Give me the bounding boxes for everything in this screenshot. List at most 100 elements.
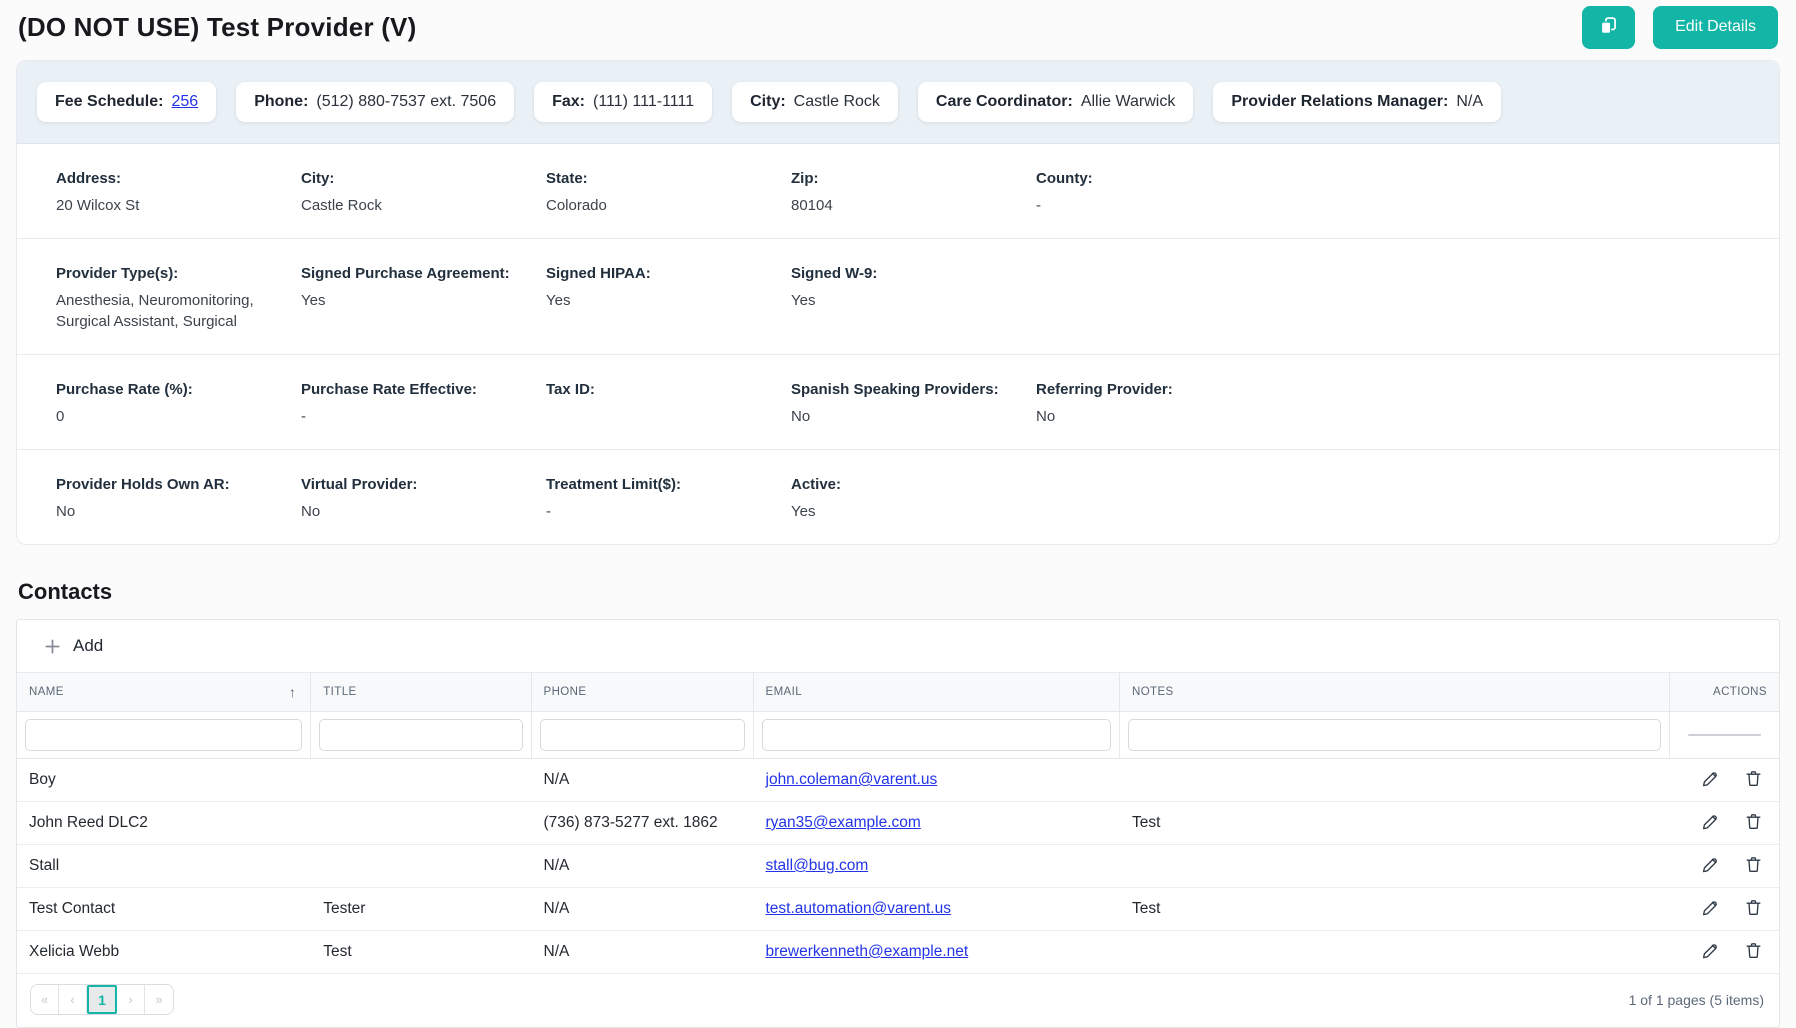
field-label: State: <box>546 170 588 187</box>
cell-name: Xelicia Webb <box>29 943 120 960</box>
provider-summary-card: Fee Schedule: 256 Phone: (512) 880-7537 … <box>16 60 1780 545</box>
page-1-button[interactable]: 1 <box>87 985 117 1014</box>
next-page-button[interactable]: › <box>117 985 145 1014</box>
column-header-title[interactable]: TITLE <box>311 673 532 712</box>
cell-phone: N/A <box>543 943 570 960</box>
field-label: Active: <box>791 476 842 493</box>
fee-schedule-link[interactable]: 256 <box>171 93 199 110</box>
pencil-icon <box>1701 769 1720 791</box>
contacts-filter-row <box>17 712 1779 759</box>
trash-icon <box>1744 769 1763 791</box>
cell-phone: (736) 873-5277 ext. 1862 <box>543 814 718 831</box>
copy-button[interactable] <box>1582 5 1636 49</box>
cell-actions <box>1670 888 1779 930</box>
plus-icon <box>43 637 62 656</box>
cell-name: Boy <box>29 771 56 788</box>
edit-contact-button[interactable] <box>1701 855 1720 877</box>
field-label: Zip: <box>791 170 819 187</box>
field-signed-hipaa: Signed HIPAA: Yes <box>546 263 791 332</box>
page-title: (DO NOT USE) Test Provider (V) <box>18 11 417 42</box>
field-label: Signed Purchase Agreement: <box>301 265 510 282</box>
column-header-name[interactable]: NAME ↑ <box>17 673 312 712</box>
detail-row-address: Address: 20 Wilcox St City: Castle Rock … <box>17 144 1779 238</box>
column-label: TITLE <box>323 686 357 698</box>
cell-phone: N/A <box>543 771 570 788</box>
contacts-header-row: NAME ↑ TITLE PHONE EMAIL NOTES ACTIONS <box>17 673 1779 712</box>
filter-cell-email <box>753 712 1120 759</box>
column-header-notes[interactable]: NOTES <box>1119 673 1670 712</box>
pager: « ‹ 1 › » <box>30 984 174 1015</box>
edit-contact-button[interactable] <box>1701 812 1720 834</box>
field-state: State: Colorado <box>546 168 791 216</box>
cell-actions <box>1670 759 1779 801</box>
filter-input-title[interactable] <box>319 719 523 751</box>
chip-label: Care Coordinator: <box>935 93 1073 110</box>
trash-icon <box>1744 855 1763 877</box>
field-signed-w9: Signed W-9: Yes <box>791 263 1036 332</box>
previous-page-button[interactable]: ‹ <box>59 985 87 1014</box>
filter-cell-notes <box>1119 712 1670 759</box>
field-empty <box>1036 474 1759 522</box>
first-page-button[interactable]: « <box>31 985 59 1014</box>
cell-name: Test Contact <box>29 900 116 917</box>
field-value: Anesthesia, Neuromonitoring, Surgical As… <box>56 292 254 330</box>
email-link[interactable]: test.automation@varent.us <box>765 900 951 917</box>
chip-value: (111) 111-1111 <box>593 93 695 110</box>
cell-title: Tester <box>323 900 366 917</box>
cell-title <box>311 759 531 801</box>
field-virtual-provider: Virtual Provider: No <box>301 474 546 522</box>
table-row: Boy N/A john.coleman@varent.us <box>17 759 1779 802</box>
field-value: Yes <box>791 503 816 520</box>
column-label: ACTIONS <box>1713 686 1767 698</box>
field-referring-provider: Referring Provider: No <box>1036 379 1759 427</box>
field-label: Purchase Rate Effective: <box>301 381 477 398</box>
delete-contact-button[interactable] <box>1744 941 1763 963</box>
field-value: Yes <box>546 292 571 309</box>
cell-notes <box>1120 931 1670 973</box>
filter-input-email[interactable] <box>761 719 1111 751</box>
edit-contact-button[interactable] <box>1701 898 1720 920</box>
chip-provider-relations-manager: Provider Relations Manager: N/A <box>1213 82 1501 122</box>
field-county: County: - <box>1036 168 1759 216</box>
trash-icon <box>1744 898 1763 920</box>
add-contact-button[interactable]: Add <box>31 630 115 662</box>
field-active: Active: Yes <box>791 474 1036 522</box>
email-link[interactable]: stall@bug.com <box>765 857 869 874</box>
column-header-phone[interactable]: PHONE <box>531 673 754 712</box>
column-label: NOTES <box>1131 686 1174 698</box>
last-page-button[interactable]: » <box>145 985 173 1014</box>
field-label: Spanish Speaking Providers: <box>791 381 999 398</box>
cell-name: Stall <box>29 857 60 874</box>
delete-contact-button[interactable] <box>1744 769 1763 791</box>
cell-notes <box>1120 759 1670 801</box>
edit-contact-button[interactable] <box>1701 769 1720 791</box>
email-link[interactable]: brewerkenneth@example.net <box>765 943 969 960</box>
cell-phone: N/A <box>543 900 570 917</box>
page-header: (DO NOT USE) Test Provider (V) Edit Deta… <box>16 0 1780 60</box>
column-header-email[interactable]: EMAIL <box>753 673 1120 712</box>
copy-icon <box>1598 15 1619 39</box>
filter-input-phone[interactable] <box>539 719 745 751</box>
add-button-label: Add <box>73 636 104 655</box>
email-link[interactable]: john.coleman@varent.us <box>765 771 938 788</box>
chip-value: N/A <box>1456 93 1483 110</box>
edit-details-button[interactable]: Edit Details <box>1653 5 1778 49</box>
field-holds-own-ar: Provider Holds Own AR: No <box>56 474 301 522</box>
email-link[interactable]: ryan35@example.com <box>765 814 921 831</box>
contacts-grid: Add NAME ↑ TITLE PHONE EMAIL NOTES ACTIO… <box>16 619 1780 1028</box>
delete-contact-button[interactable] <box>1744 898 1763 920</box>
table-row: Stall N/A stall@bug.com <box>17 845 1779 888</box>
field-label: Signed HIPAA: <box>546 265 651 282</box>
delete-contact-button[interactable] <box>1744 855 1763 877</box>
chip-label: Phone: <box>254 93 309 110</box>
chip-care-coordinator: Care Coordinator: Allie Warwick <box>917 82 1194 122</box>
filter-input-notes[interactable] <box>1127 719 1661 751</box>
table-row: Xelicia Webb Test N/A brewerkenneth@exam… <box>17 931 1779 974</box>
contacts-toolbar: Add <box>17 620 1779 673</box>
edit-contact-button[interactable] <box>1701 941 1720 963</box>
delete-contact-button[interactable] <box>1744 812 1763 834</box>
filter-input-name[interactable] <box>25 719 303 751</box>
chip-label: Fax: <box>552 93 585 110</box>
field-treatment-limit: Treatment Limit($): - <box>546 474 791 522</box>
